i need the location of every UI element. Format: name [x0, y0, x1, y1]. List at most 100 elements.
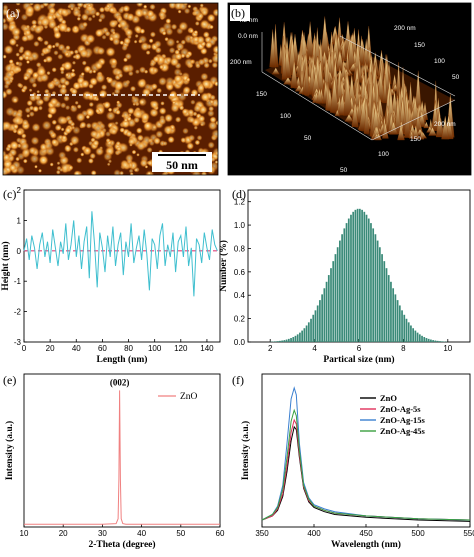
afm-grain	[178, 21, 189, 32]
afm-grain	[115, 140, 121, 147]
afm-grain	[121, 44, 128, 52]
afm-grain	[127, 137, 136, 146]
afm-grain	[153, 40, 162, 48]
afm-grain	[90, 170, 97, 175]
x-tick-label: 50	[176, 529, 185, 538]
afm-grain	[3, 54, 7, 59]
histogram-bar	[427, 338, 430, 342]
afm-grain	[149, 108, 159, 118]
afm-grain	[178, 3, 188, 11]
surface-spike	[334, 109, 340, 117]
legend-label-0: ZnO	[380, 393, 397, 403]
afm-grain	[58, 86, 68, 96]
afm-grain	[139, 158, 149, 168]
afm-grain	[15, 3, 21, 6]
afm-grain	[113, 169, 122, 175]
surface-spikes	[269, 16, 455, 141]
afm-grain	[172, 100, 176, 105]
afm-grain	[22, 85, 28, 91]
afm-grain	[134, 69, 140, 75]
afm-grain	[134, 166, 140, 173]
afm-grain	[41, 120, 52, 131]
afm-grain	[209, 116, 217, 124]
particle-size-histogram: 2 4 6 8 10 0.0 0.2 0.4 0.6 0.8 1.0 1.2 Partical size…	[218, 189, 471, 365]
x-axis-label: Partical size (nm)	[323, 354, 394, 365]
afm-grain	[61, 134, 68, 141]
afm-grain	[13, 64, 22, 73]
afm-grain	[33, 24, 43, 35]
afm-grain	[94, 28, 104, 38]
histogram-bar	[283, 340, 286, 342]
histogram-bar	[319, 300, 321, 342]
afm-grain	[161, 171, 168, 175]
afm-grain	[211, 129, 218, 140]
afm-grain	[101, 34, 107, 40]
afm-grain	[8, 59, 14, 65]
afm-grain	[15, 43, 19, 48]
afm-grain	[60, 8, 68, 16]
x-tick-label: 550	[463, 529, 474, 538]
afm-grain	[212, 8, 218, 17]
afm-grain	[209, 24, 214, 30]
afm-grain	[184, 57, 194, 68]
x-tick-label: 8	[401, 344, 406, 353]
afm-grain	[98, 17, 103, 23]
afm-grain	[56, 161, 61, 166]
afm-grain	[24, 5, 35, 15]
afm-grain	[20, 141, 30, 151]
afm-grain	[113, 80, 125, 91]
afm-grain	[149, 3, 156, 11]
afm-grain	[191, 35, 200, 44]
histogram-bar	[370, 223, 372, 342]
afm-grain	[152, 124, 157, 130]
afm-grain	[152, 55, 160, 63]
afm-grain	[119, 40, 125, 46]
afm-grain	[158, 117, 167, 126]
x-tick-label: 20	[46, 344, 55, 353]
afm-grain	[156, 87, 163, 94]
afm-grain	[30, 136, 40, 146]
histogram-bar	[403, 314, 406, 342]
histogram-bar	[418, 334, 421, 342]
afm-grain	[79, 48, 89, 59]
afm-grain	[138, 66, 147, 74]
surface-spike	[269, 29, 276, 68]
afm-grain	[35, 61, 42, 68]
afm-grain	[118, 18, 128, 29]
afm-grain	[55, 169, 61, 175]
afm-grain	[160, 101, 165, 106]
afm-grain	[189, 28, 194, 34]
surface-spike	[394, 96, 402, 135]
histogram-bar	[316, 305, 319, 342]
afm-grain	[85, 34, 96, 44]
afm-grain	[207, 109, 215, 118]
afm-grain	[134, 33, 139, 39]
plot-frame	[261, 373, 471, 528]
histogram-bar	[354, 209, 357, 342]
histogram-bar	[350, 214, 352, 342]
histogram-bar	[416, 332, 419, 342]
afm-grain	[58, 22, 68, 33]
afm-grain	[162, 140, 168, 147]
afm-grain	[152, 67, 159, 74]
y-tick-label: 1	[17, 216, 22, 225]
surface-spike	[412, 125, 420, 140]
scale-bar-label: 50 nm	[166, 158, 198, 172]
afm-grain	[194, 139, 201, 146]
histogram-bar	[410, 325, 412, 342]
afm-grain	[72, 54, 77, 59]
afm-grain	[121, 110, 130, 119]
afm-grain	[165, 27, 174, 36]
afm-grain	[28, 88, 33, 93]
afm-grain	[173, 74, 183, 84]
panel-e-label: (e)	[3, 373, 16, 387]
histogram-bar	[387, 275, 390, 342]
afm-grain	[49, 162, 54, 167]
afm-grain	[53, 30, 62, 40]
afm-grain	[148, 38, 154, 44]
afm-grain	[207, 141, 215, 149]
afm-grain	[42, 94, 51, 103]
afm-grain	[169, 57, 180, 67]
afm-grain	[133, 25, 142, 34]
